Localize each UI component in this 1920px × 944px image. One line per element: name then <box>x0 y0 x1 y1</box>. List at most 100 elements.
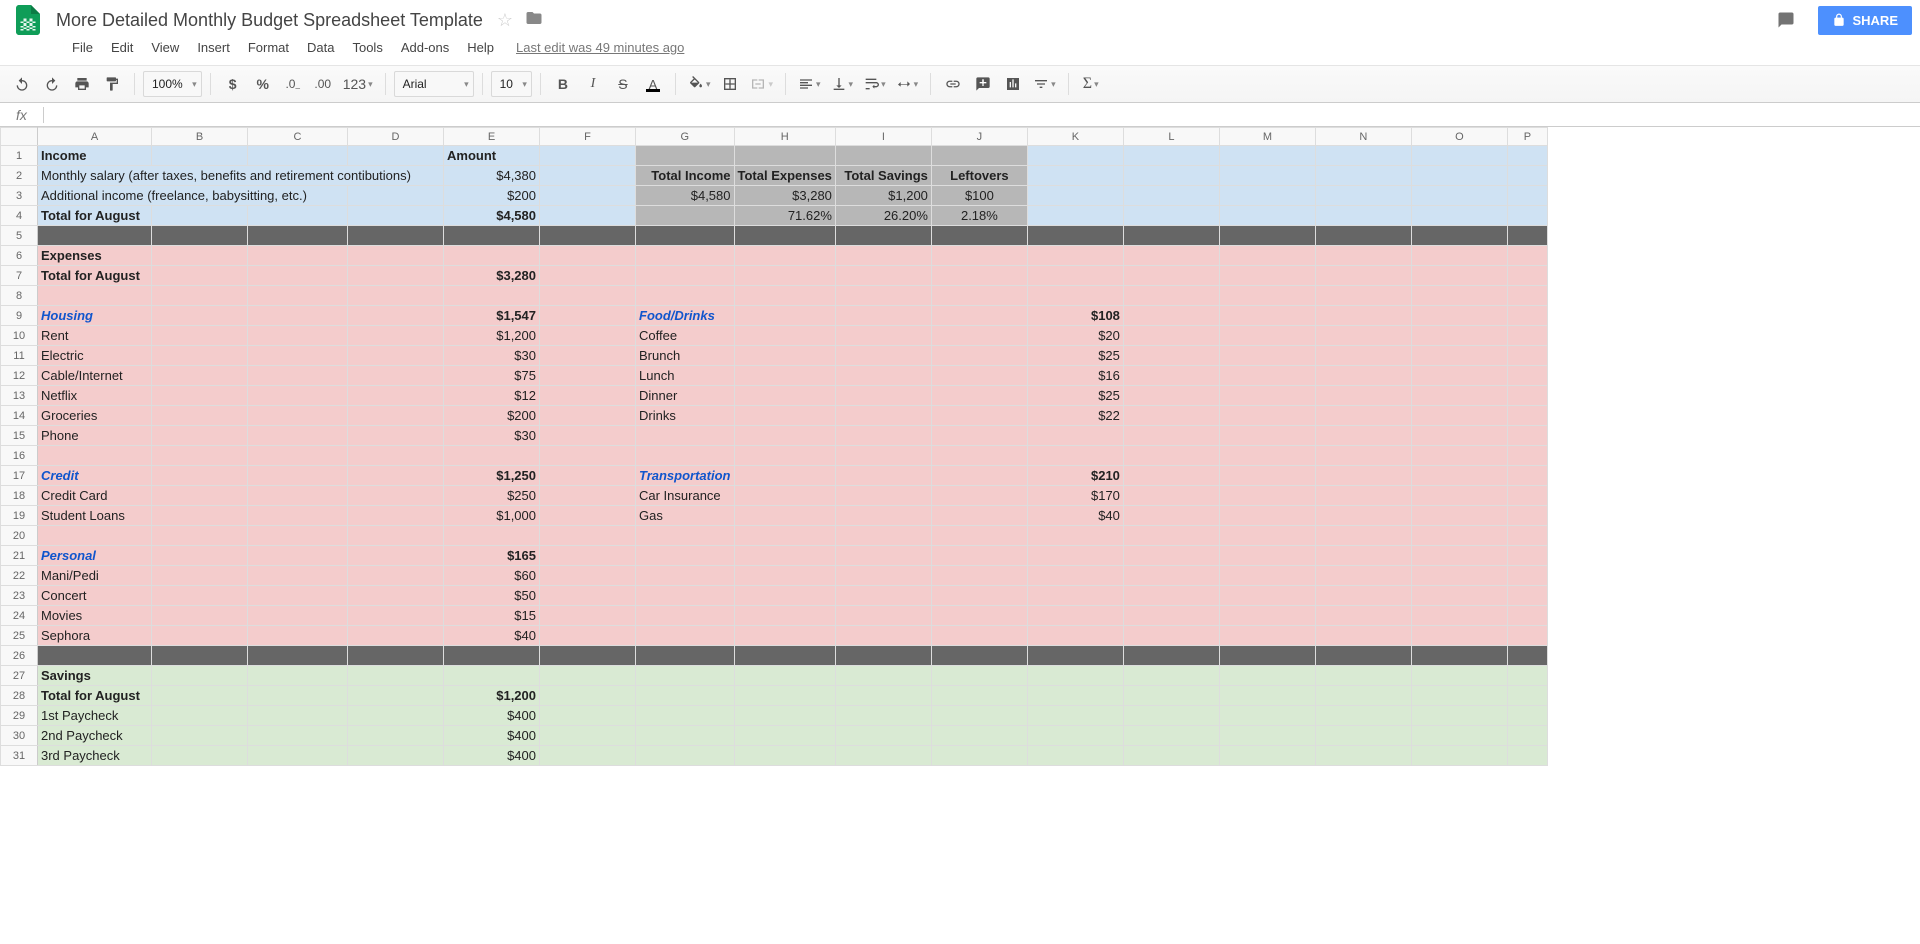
cell[interactable] <box>835 306 931 326</box>
cell[interactable] <box>1507 426 1547 446</box>
cell[interactable] <box>734 626 835 646</box>
cell[interactable] <box>1411 586 1507 606</box>
cell[interactable] <box>248 386 348 406</box>
cell[interactable] <box>1027 726 1123 746</box>
cell[interactable] <box>1123 506 1219 526</box>
cell[interactable] <box>931 586 1027 606</box>
cell[interactable]: $4,580 <box>636 186 735 206</box>
cell[interactable] <box>348 426 444 446</box>
cell[interactable]: $200 <box>444 406 540 426</box>
row-header[interactable]: 31 <box>1 746 38 766</box>
cell[interactable] <box>636 426 735 446</box>
cell[interactable] <box>152 566 248 586</box>
cell[interactable] <box>734 346 835 366</box>
cell[interactable] <box>1123 406 1219 426</box>
cell[interactable] <box>152 286 248 306</box>
cell[interactable] <box>1219 726 1315 746</box>
cell[interactable]: Dinner <box>636 386 735 406</box>
cell[interactable] <box>1507 146 1547 166</box>
cell[interactable] <box>444 646 540 666</box>
cell[interactable] <box>835 506 931 526</box>
cell[interactable] <box>1315 506 1411 526</box>
cell[interactable]: Car Insurance <box>636 486 735 506</box>
cell[interactable] <box>835 526 931 546</box>
cell[interactable] <box>1315 566 1411 586</box>
cell[interactable]: $400 <box>444 746 540 766</box>
cell[interactable] <box>1123 186 1219 206</box>
cell[interactable] <box>931 746 1027 766</box>
cell[interactable] <box>1123 546 1219 566</box>
cell[interactable] <box>1507 526 1547 546</box>
cell[interactable] <box>1123 626 1219 646</box>
cell[interactable] <box>1027 146 1123 166</box>
cell[interactable] <box>540 466 636 486</box>
cell[interactable] <box>348 646 444 666</box>
cell[interactable] <box>1027 246 1123 266</box>
cell[interactable] <box>248 726 348 746</box>
cell[interactable] <box>1315 246 1411 266</box>
cell[interactable] <box>348 366 444 386</box>
cell[interactable] <box>1219 186 1315 206</box>
cell[interactable] <box>248 626 348 646</box>
cell[interactable] <box>1123 366 1219 386</box>
cell[interactable] <box>1027 526 1123 546</box>
cell[interactable] <box>1027 606 1123 626</box>
column-header-O[interactable]: O <box>1411 128 1507 146</box>
cell[interactable]: $60 <box>444 566 540 586</box>
cell[interactable] <box>1507 346 1547 366</box>
cell[interactable] <box>1315 666 1411 686</box>
cell[interactable] <box>152 526 248 546</box>
cell[interactable]: $250 <box>444 486 540 506</box>
cell[interactable] <box>1219 466 1315 486</box>
cell[interactable] <box>1219 426 1315 446</box>
text-color-button[interactable]: A <box>639 70 667 98</box>
cell[interactable] <box>636 706 735 726</box>
cell[interactable]: 2.18% <box>931 206 1027 226</box>
menu-data[interactable]: Data <box>299 36 342 59</box>
cell[interactable] <box>152 326 248 346</box>
cell[interactable] <box>1219 566 1315 586</box>
row-header[interactable]: 18 <box>1 486 38 506</box>
cell[interactable] <box>734 566 835 586</box>
cell[interactable] <box>1315 526 1411 546</box>
cell[interactable] <box>1507 306 1547 326</box>
text-wrap-button[interactable]: ▾ <box>859 70 890 98</box>
cell[interactable]: Additional income (freelance, babysittin… <box>38 186 348 206</box>
cell[interactable] <box>734 386 835 406</box>
cell[interactable] <box>1219 326 1315 346</box>
cell[interactable] <box>835 246 931 266</box>
cell[interactable] <box>1027 166 1123 186</box>
cell[interactable] <box>1507 386 1547 406</box>
cell[interactable] <box>348 406 444 426</box>
row-header[interactable]: 22 <box>1 566 38 586</box>
cell[interactable] <box>1123 686 1219 706</box>
cell[interactable] <box>540 706 636 726</box>
cell[interactable] <box>1411 726 1507 746</box>
cell[interactable] <box>1507 166 1547 186</box>
cell[interactable] <box>1315 386 1411 406</box>
column-header-E[interactable]: E <box>444 128 540 146</box>
cell[interactable]: $75 <box>444 366 540 386</box>
cell[interactable] <box>1027 746 1123 766</box>
cell[interactable] <box>1411 486 1507 506</box>
cell[interactable] <box>348 726 444 746</box>
cell[interactable] <box>540 346 636 366</box>
cell[interactable] <box>540 426 636 446</box>
format-percent-button[interactable]: % <box>249 70 277 98</box>
cell[interactable] <box>1123 566 1219 586</box>
cell[interactable] <box>835 606 931 626</box>
cell[interactable]: $165 <box>444 546 540 566</box>
cell[interactable] <box>348 506 444 526</box>
share-button[interactable]: SHARE <box>1818 6 1912 35</box>
cell[interactable] <box>1411 706 1507 726</box>
cell[interactable] <box>1027 426 1123 446</box>
font-size-select[interactable]: 10 <box>491 71 532 97</box>
cell[interactable] <box>152 266 248 286</box>
comments-button[interactable] <box>1766 4 1806 36</box>
cell[interactable] <box>1123 146 1219 166</box>
cell[interactable] <box>1507 446 1547 466</box>
cell[interactable] <box>1123 706 1219 726</box>
cell[interactable] <box>152 626 248 646</box>
cell[interactable] <box>931 526 1027 546</box>
cell[interactable] <box>248 706 348 726</box>
